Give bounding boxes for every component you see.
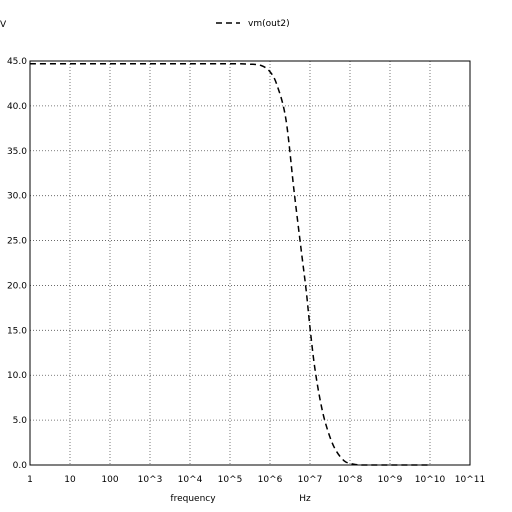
y-tick-label: 25.0 xyxy=(7,237,27,247)
y-axis-label: V xyxy=(0,20,7,30)
x-tick-label: 10^3 xyxy=(138,475,163,485)
y-tick-label: 5.0 xyxy=(13,416,28,426)
y-tick-label: 10.0 xyxy=(7,371,27,381)
series-layer xyxy=(30,62,430,466)
x-tick-label: 10^11 xyxy=(455,475,485,485)
x-tick-label: 10^9 xyxy=(378,475,403,485)
y-tick-label: 35.0 xyxy=(7,147,27,157)
y-tick-label: 0.0 xyxy=(13,461,28,471)
x-tick-label: 10^8 xyxy=(338,475,363,485)
legend: vm(out2) xyxy=(216,19,290,29)
series-line xyxy=(30,62,430,466)
y-tick-label: 40.0 xyxy=(7,102,27,112)
grid xyxy=(30,61,470,465)
x-tick-label: 10^6 xyxy=(258,475,283,485)
x-tick-label: 10^7 xyxy=(298,475,323,485)
x-axis-label: frequency xyxy=(170,494,216,504)
plot-frame xyxy=(29,60,471,466)
legend-label: vm(out2) xyxy=(248,19,290,29)
x-tick-label: 10^5 xyxy=(218,475,243,485)
x-axis-unit: Hz xyxy=(299,494,311,504)
x-tick-label: 10 xyxy=(64,475,76,485)
x-tick-labels: 1 10 100 10^3 10^4 10^5 10^6 10^7 10^8 10^9 10^10 1… xyxy=(27,475,485,485)
y-tick-label: 15.0 xyxy=(7,326,27,336)
x-tick-label: 10^10 xyxy=(415,475,446,485)
y-tick-label: 20.0 xyxy=(7,281,27,291)
y-tick-label: 45.0 xyxy=(7,57,27,67)
x-tick-label: 10^4 xyxy=(178,475,203,485)
x-tick-label: 100 xyxy=(101,475,118,485)
x-tick-label: 1 xyxy=(27,475,33,485)
y-tick-label: 30.0 xyxy=(7,192,27,202)
y-tick-labels: 0.0 5.0 10.0 15.0 20.0 25.0 30.0 35.0 40.0 45.0 xyxy=(7,57,27,471)
